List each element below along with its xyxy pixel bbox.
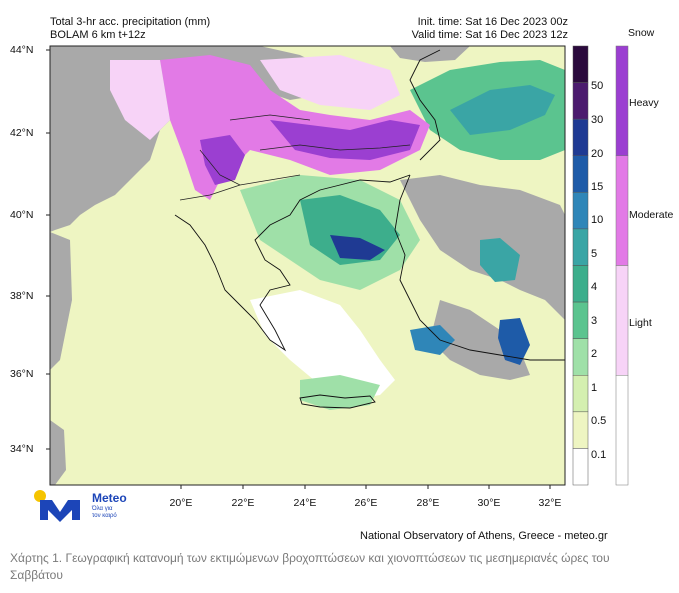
precip-blacksea-core	[450, 85, 555, 135]
lat-ticks	[46, 49, 50, 450]
snow-light-west	[110, 60, 170, 140]
rain-colorbar-swatch	[572, 338, 589, 376]
snow-colorbar-swatch	[615, 45, 629, 156]
rain-label-50: 50	[591, 80, 604, 92]
rain-colorbar	[572, 45, 589, 486]
map-header-left: Total 3-hr acc. precipitation (mm) BOLAM…	[50, 16, 210, 42]
snow-heavy-bulgaria	[270, 120, 420, 160]
precip-rhodes-cell	[410, 325, 455, 355]
lat-label-38: 38°N	[10, 290, 34, 302]
lon-label-26: 26°E	[354, 497, 378, 509]
snow-colorbar	[615, 45, 629, 486]
lon-label-22: 22°E	[231, 497, 255, 509]
border-lines	[179, 114, 411, 201]
rain-colorbar-swatch	[572, 155, 589, 193]
rain-label-3: 3	[591, 315, 598, 327]
rain-colorbar-swatch	[572, 192, 589, 230]
rain-colorbar-swatch	[572, 45, 589, 83]
map-field	[50, 46, 565, 485]
rain-colorbar-swatch	[572, 82, 589, 120]
lat-label-36: 36°N	[10, 368, 34, 380]
snow-colorbar-swatch	[615, 265, 629, 376]
rain-label-4: 4	[591, 281, 598, 293]
model-label: BOLAM 6 km t+12z	[50, 29, 146, 41]
lon-label-28: 28°E	[416, 497, 440, 509]
lat-label-42: 42°N	[10, 127, 34, 139]
rain-colorbar-swatch	[572, 265, 589, 303]
snow-label-moderate: Moderate	[629, 209, 674, 221]
meteo-logo-tagline: Όλα για τον καιρό	[92, 506, 117, 519]
rain-colorbar-swatch	[572, 448, 589, 486]
precip-anatolia-cell	[480, 238, 520, 282]
snow-light-north	[260, 55, 400, 110]
map-title: Total 3-hr acc. precipitation (mm)	[50, 16, 211, 28]
rain-colorbar-swatch	[572, 375, 589, 413]
snow-colorbar-swatch	[615, 375, 629, 486]
rain-label-15: 15	[591, 181, 604, 193]
lon-label-24: 24°E	[293, 497, 317, 509]
rain-label-10: 10	[591, 214, 604, 226]
rain-label-0.1: 0.1	[591, 449, 607, 461]
coastline-blacksea	[409, 49, 441, 161]
lat-label-40: 40°N	[10, 209, 34, 221]
sea-clear-aegean	[250, 290, 395, 400]
rain-colorbar-swatch	[572, 118, 589, 156]
rain-label-2: 2	[591, 348, 598, 360]
snow-heavy-serbia	[200, 135, 245, 185]
terrain-bottom-left	[50, 420, 66, 485]
lon-label-30: 30°E	[477, 497, 501, 509]
rain-label-5: 5	[591, 248, 598, 260]
meteo-logo-mark	[34, 490, 80, 522]
coastline-turkey	[394, 174, 565, 361]
terrain-northeast	[390, 46, 470, 62]
figure-caption: Χάρτης 1. Γεωγραφική κατανομή των εκτιμώ…	[10, 551, 610, 582]
lat-label-44: 44°N	[10, 44, 34, 56]
valid-time: Valid time: Sat 16 Dec 2023 12z	[411, 29, 568, 41]
lat-label-34: 34°N	[10, 443, 34, 455]
lon-label-20: 20°E	[169, 497, 193, 509]
precip-crete	[300, 375, 380, 410]
precip-aegean-core	[330, 235, 385, 260]
rain-colorbar-swatch	[572, 411, 589, 449]
lon-label-32: 32°E	[538, 497, 562, 509]
rain-label-0.5: 0.5	[591, 415, 607, 427]
map-header-right: Init. time: Sat 16 Dec 2023 00z Valid ti…	[392, 16, 568, 42]
crete-outline	[299, 394, 376, 409]
rain-colorbar-swatch	[572, 228, 589, 266]
snow-title: Snow	[628, 27, 655, 39]
credit-text: National Observatory of Athens, Greece -…	[360, 530, 608, 542]
snow-label-light: Light	[629, 317, 652, 329]
lon-ticks	[180, 485, 551, 489]
snow-label-heavy: Heavy	[629, 97, 659, 109]
coastline-greece	[174, 174, 411, 352]
meteo-logo-word: Meteo	[92, 491, 127, 505]
rain-colorbar-swatch	[572, 301, 589, 339]
rain-label-20: 20	[591, 148, 604, 160]
rain-label-30: 30	[591, 114, 604, 126]
init-time: Init. time: Sat 16 Dec 2023 00z	[417, 16, 568, 28]
terrain-west-south	[50, 232, 72, 370]
snow-colorbar-swatch	[615, 155, 629, 266]
rain-label-1: 1	[591, 382, 598, 394]
map-frame	[49, 45, 566, 486]
precip-anatolia-south-cell	[498, 318, 530, 365]
